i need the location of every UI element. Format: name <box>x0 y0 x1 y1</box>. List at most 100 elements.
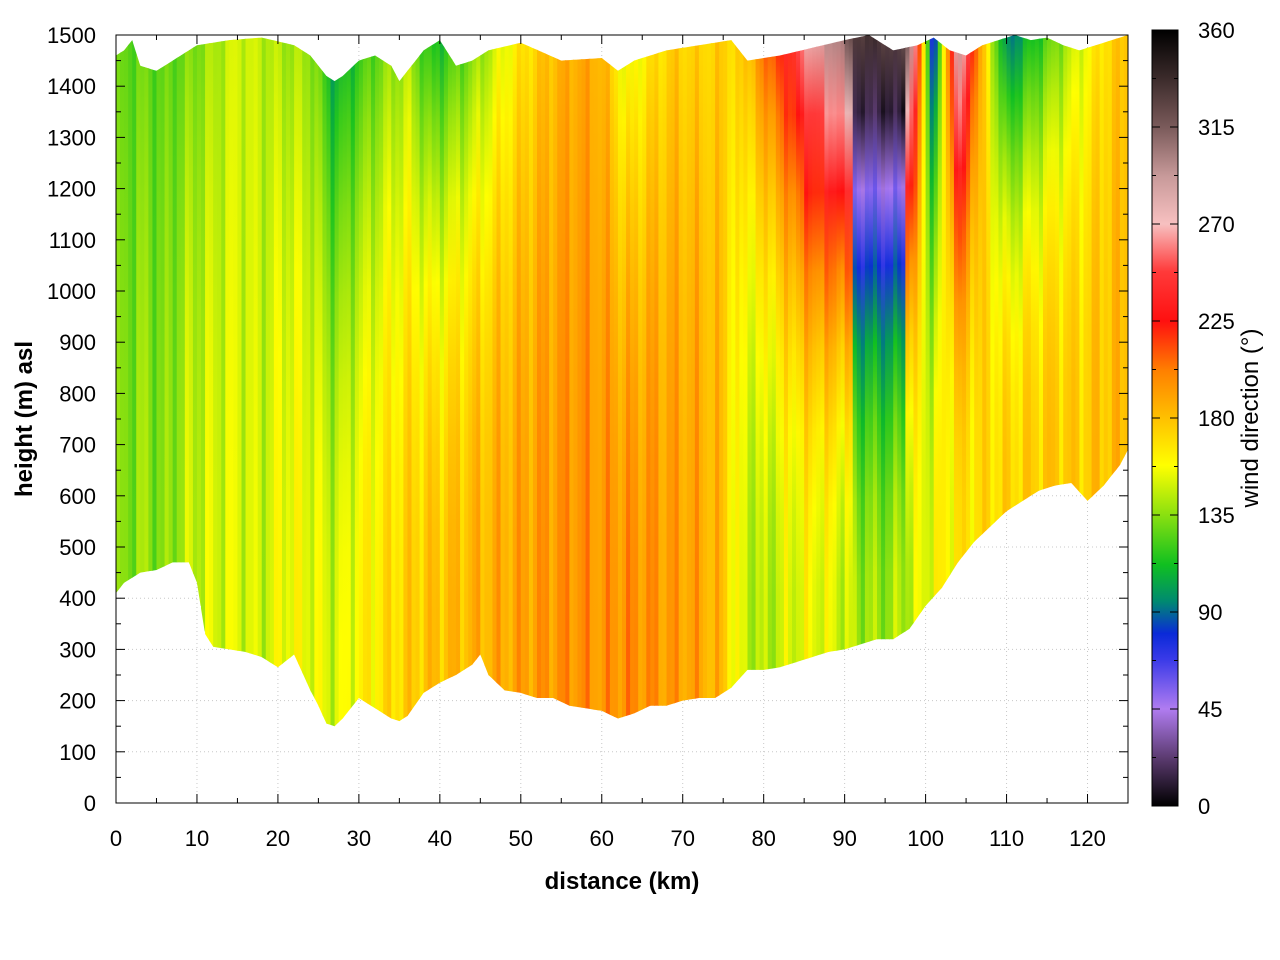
field-column <box>1123 35 1128 464</box>
field-column <box>581 35 587 719</box>
field-column <box>613 35 619 727</box>
field-column <box>536 35 542 709</box>
y-tick-label: 1500 <box>47 23 96 48</box>
field-column <box>322 35 328 727</box>
field-column <box>371 35 376 718</box>
x-tick-label: 50 <box>509 826 533 851</box>
field-column <box>1010 35 1016 518</box>
field-column <box>334 35 340 727</box>
field-column <box>326 35 332 727</box>
field-column <box>945 35 951 589</box>
field-column <box>759 35 765 681</box>
field-column <box>670 35 676 715</box>
field-column <box>281 35 287 673</box>
field-column <box>253 35 259 666</box>
field-column <box>156 35 162 580</box>
y-tick-label: 1100 <box>49 228 96 253</box>
field-column <box>694 35 700 709</box>
field-column <box>889 35 894 650</box>
field-column <box>346 35 352 722</box>
field-column <box>885 35 890 650</box>
field-column <box>852 35 858 657</box>
field-column <box>909 35 915 637</box>
y-tick-label: 100 <box>59 740 96 765</box>
field-column <box>302 35 307 688</box>
field-column <box>500 35 506 699</box>
field-column <box>561 35 566 714</box>
y-tick-label: 0 <box>84 791 96 816</box>
field-column <box>881 35 886 650</box>
field-column <box>294 35 299 670</box>
field-column <box>176 35 182 573</box>
field-column <box>872 35 878 651</box>
field-column <box>609 35 615 726</box>
field-column <box>435 35 441 695</box>
field-column <box>1042 35 1048 499</box>
field-column <box>565 35 570 715</box>
field-column <box>828 35 834 662</box>
field-column <box>573 35 579 717</box>
field-column <box>953 35 959 576</box>
field-column <box>715 35 720 707</box>
field-column <box>1091 35 1097 506</box>
colorbar-ticks: 0 45 90 135 180 225 270 315 360 <box>1152 18 1235 819</box>
colorbar-label: wind direction (°) <box>1237 329 1264 509</box>
field-column <box>545 35 550 709</box>
x-axis: 0 10 20 30 40 50 60 70 80 90 100 110 120 <box>110 35 1129 851</box>
field-column <box>864 35 870 653</box>
field-column <box>415 35 421 712</box>
field-column <box>966 35 971 560</box>
field-column <box>261 35 267 669</box>
field-column <box>917 35 923 625</box>
field-column <box>957 35 963 571</box>
field-column <box>318 35 324 721</box>
field-column <box>249 35 255 665</box>
field-column <box>1030 35 1036 505</box>
field-column <box>844 35 850 659</box>
field-column <box>395 35 400 727</box>
field-column <box>229 35 234 660</box>
field-column <box>877 35 882 650</box>
field-column <box>423 35 429 702</box>
x-axis-label: distance (km) <box>545 868 700 895</box>
field-column <box>723 35 728 702</box>
field-column <box>1026 35 1032 508</box>
field-column <box>241 35 247 662</box>
field-column <box>188 35 194 578</box>
field-column <box>913 35 919 631</box>
field-column <box>775 35 781 678</box>
field-column <box>447 35 453 689</box>
field-column <box>387 35 392 727</box>
field-column <box>520 35 526 704</box>
field-column <box>686 35 692 710</box>
field-column <box>840 35 846 660</box>
field-column <box>549 35 554 709</box>
field-column <box>755 35 761 681</box>
field-column <box>779 35 785 677</box>
field-column <box>496 35 502 695</box>
field-column <box>897 35 902 646</box>
wind-direction-field <box>116 35 1128 727</box>
field-column <box>674 35 680 713</box>
field-column <box>589 35 595 720</box>
field-column <box>1083 35 1089 509</box>
field-column <box>654 35 660 716</box>
x-tick-label: 10 <box>185 826 209 851</box>
field-column <box>642 35 647 719</box>
field-column <box>532 35 538 708</box>
field-column <box>933 35 939 605</box>
field-column <box>184 35 190 573</box>
field-column <box>310 35 315 705</box>
field-column <box>116 35 121 601</box>
field-column <box>403 35 409 727</box>
field-column <box>941 35 947 595</box>
field-column <box>678 35 684 712</box>
field-column <box>719 35 724 705</box>
field-column <box>1111 35 1117 483</box>
field-column <box>128 35 133 590</box>
field-column <box>431 35 437 697</box>
y-tick-label: 800 <box>59 381 96 406</box>
field-column <box>812 35 817 667</box>
y-tick-label: 500 <box>59 535 96 560</box>
field-column <box>1087 35 1093 510</box>
